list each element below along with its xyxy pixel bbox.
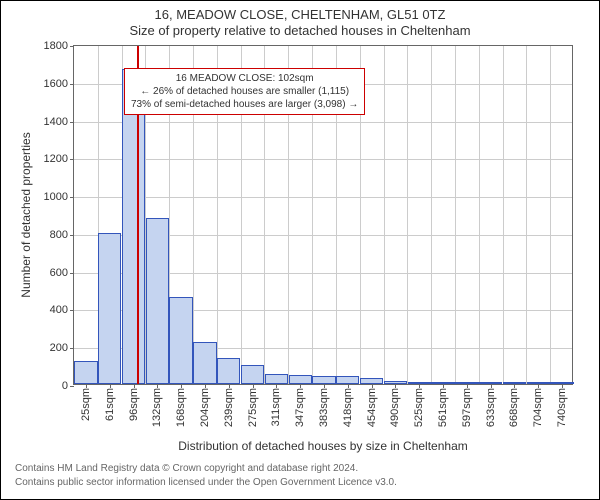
y-tick-label: 600 xyxy=(50,267,68,279)
grid-line-v xyxy=(384,46,385,384)
y-tick-label: 200 xyxy=(50,342,68,354)
figure-container: 16, MEADOW CLOSE, CHELTENHAM, GL51 0TZ S… xyxy=(0,0,600,500)
x-tick xyxy=(157,384,158,388)
grid-line-v xyxy=(407,46,408,384)
x-tick-label: 61sqm xyxy=(104,388,116,421)
x-tick-label: 561sqm xyxy=(437,388,449,427)
x-tick xyxy=(443,384,444,388)
x-tick-label: 525sqm xyxy=(413,388,425,427)
bar xyxy=(169,297,192,384)
bar xyxy=(265,374,288,384)
x-tick xyxy=(324,384,325,388)
annotation-line: 16 MEADOW CLOSE: 102sqm xyxy=(131,72,358,85)
x-tick xyxy=(86,384,87,388)
x-tick-label: 96sqm xyxy=(128,388,140,421)
y-tick xyxy=(70,348,74,349)
y-tick xyxy=(70,310,74,311)
grid-line-v xyxy=(526,46,527,384)
y-tick xyxy=(70,273,74,274)
x-tick xyxy=(562,384,563,388)
grid-line-v xyxy=(431,46,432,384)
bar xyxy=(98,233,121,384)
x-tick-label: 239sqm xyxy=(223,388,235,427)
bar xyxy=(193,342,216,384)
x-tick-label: 275sqm xyxy=(247,388,259,427)
y-tick-label: 1800 xyxy=(44,40,68,52)
x-tick-label: 311sqm xyxy=(270,388,282,426)
y-tick xyxy=(70,386,74,387)
annotation-line: ← 26% of detached houses are smaller (1,… xyxy=(131,85,358,98)
x-tick xyxy=(229,384,230,388)
y-axis-label: Number of detached properties xyxy=(19,132,33,297)
chart-area: 02004006008001000120014001600180025sqm61… xyxy=(73,45,573,385)
y-tick-label: 1400 xyxy=(44,116,68,128)
bar xyxy=(217,358,240,384)
x-tick xyxy=(372,384,373,388)
y-tick-label: 0 xyxy=(62,380,68,392)
bar xyxy=(74,361,97,384)
bar xyxy=(122,69,145,384)
footer-line-2: Contains public sector information licen… xyxy=(15,476,397,490)
y-tick-label: 1000 xyxy=(44,191,68,203)
grid-line-h xyxy=(74,159,572,160)
plot-area: 02004006008001000120014001600180025sqm61… xyxy=(73,45,573,385)
x-tick xyxy=(395,384,396,388)
y-tick-label: 1200 xyxy=(44,153,68,165)
grid-line-h xyxy=(74,197,572,198)
x-tick xyxy=(134,384,135,388)
y-tick-label: 400 xyxy=(50,304,68,316)
x-tick xyxy=(181,384,182,388)
x-tick-label: 668sqm xyxy=(508,388,520,427)
x-tick-label: 704sqm xyxy=(532,388,544,427)
y-tick xyxy=(70,235,74,236)
grid-line-v xyxy=(550,46,551,384)
bar xyxy=(241,365,264,384)
x-tick-label: 25sqm xyxy=(80,388,92,421)
x-tick-label: 454sqm xyxy=(366,388,378,427)
annotation-line: 73% of semi-detached houses are larger (… xyxy=(131,98,358,111)
x-tick-label: 168sqm xyxy=(175,388,187,427)
x-tick-label: 490sqm xyxy=(389,388,401,427)
x-tick-label: 347sqm xyxy=(294,388,306,427)
x-tick xyxy=(467,384,468,388)
x-tick-label: 132sqm xyxy=(151,388,163,427)
x-tick xyxy=(538,384,539,388)
x-tick xyxy=(276,384,277,388)
y-tick xyxy=(70,46,74,47)
x-tick-label: 204sqm xyxy=(199,388,211,427)
bar xyxy=(146,218,169,384)
x-tick-label: 383sqm xyxy=(318,388,330,427)
address-title: 16, MEADOW CLOSE, CHELTENHAM, GL51 0TZ xyxy=(1,7,599,22)
x-tick-label: 418sqm xyxy=(342,388,354,427)
x-tick-label: 597sqm xyxy=(461,388,473,427)
x-tick xyxy=(491,384,492,388)
x-tick xyxy=(419,384,420,388)
y-tick xyxy=(70,197,74,198)
y-tick-label: 1600 xyxy=(44,78,68,90)
x-tick xyxy=(300,384,301,388)
y-tick-label: 800 xyxy=(50,229,68,241)
y-tick xyxy=(70,122,74,123)
x-tick xyxy=(253,384,254,388)
bar xyxy=(289,375,312,384)
grid-line-v xyxy=(455,46,456,384)
x-tick-label: 740sqm xyxy=(556,388,568,427)
x-tick xyxy=(205,384,206,388)
x-axis-label: Distribution of detached houses by size … xyxy=(73,439,573,453)
x-tick-label: 633sqm xyxy=(485,388,497,427)
annotation-box: 16 MEADOW CLOSE: 102sqm← 26% of detached… xyxy=(124,68,365,115)
x-tick xyxy=(514,384,515,388)
x-tick xyxy=(348,384,349,388)
grid-line-h xyxy=(74,122,572,123)
bar xyxy=(336,376,359,384)
x-tick xyxy=(110,384,111,388)
grid-line-v xyxy=(479,46,480,384)
footer-attribution: Contains HM Land Registry data © Crown c… xyxy=(15,462,397,489)
bar xyxy=(312,376,335,385)
footer-line-1: Contains HM Land Registry data © Crown c… xyxy=(15,462,397,476)
grid-line-v xyxy=(503,46,504,384)
y-tick xyxy=(70,84,74,85)
y-tick xyxy=(70,159,74,160)
subtitle: Size of property relative to detached ho… xyxy=(1,23,599,38)
